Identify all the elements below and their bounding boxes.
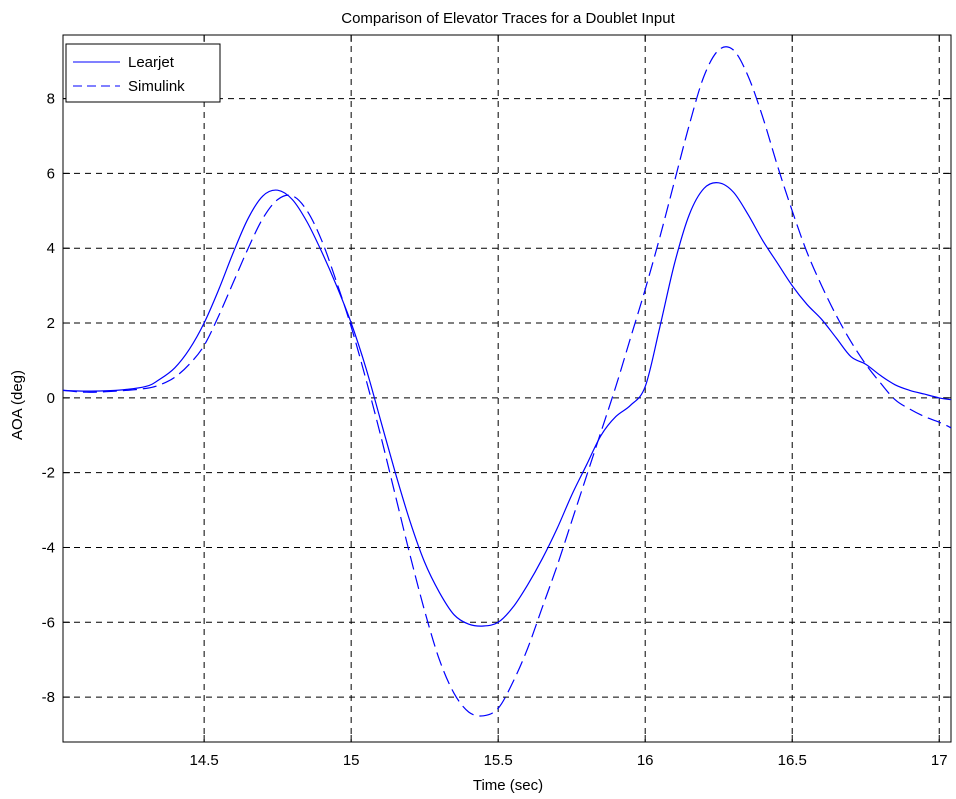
y-tick-label: 2	[47, 315, 55, 332]
series-line-simulink	[62, 46, 952, 717]
legend: Learjet Simulink	[65, 43, 221, 103]
x-tick-label: 15.5	[484, 752, 513, 769]
x-tick-label: 17	[931, 752, 948, 769]
series-line-learjet	[62, 182, 952, 627]
y-tick-label: 0	[47, 390, 55, 407]
x-tick-label: 14.5	[190, 752, 219, 769]
plot-area	[62, 34, 952, 743]
x-tick-label: 15	[343, 752, 360, 769]
series-layer	[62, 46, 952, 717]
y-tick-label: -6	[42, 614, 55, 631]
x-tick-label: 16.5	[778, 752, 807, 769]
gridlines	[63, 35, 951, 742]
legend-box	[65, 43, 221, 103]
x-axis: 14.5 15 15.5 16 16.5 17	[190, 35, 948, 769]
y-tick-label: 8	[47, 91, 55, 108]
y-tick-label: -2	[42, 465, 55, 482]
y-tick-label: -8	[42, 689, 55, 706]
y-tick-label: 6	[47, 165, 55, 182]
chart-title: Comparison of Elevator Traces for a Doub…	[341, 10, 675, 27]
x-tick-label: 16	[637, 752, 654, 769]
legend-label-learjet: Learjet	[128, 54, 175, 71]
y-axis-title: AOA (deg)	[9, 370, 26, 440]
x-axis-title: Time (sec)	[473, 777, 543, 794]
y-tick-label: 4	[47, 240, 55, 257]
y-axis: -8 -6 -4 -2 0 2 4 6 8	[42, 91, 951, 706]
y-tick-label: -4	[42, 539, 55, 556]
legend-label-simulink: Simulink	[128, 78, 185, 95]
